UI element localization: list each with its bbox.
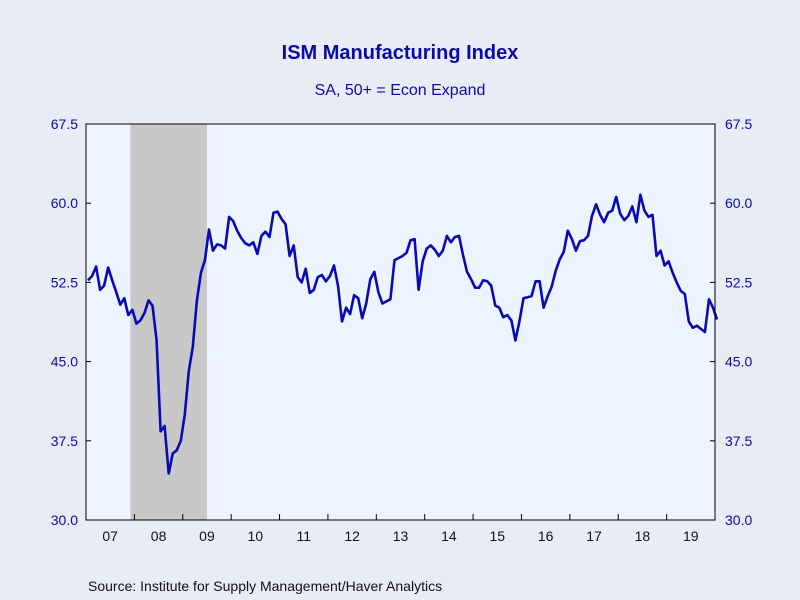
y-tick-label-left: 45.0 [51, 354, 78, 370]
y-tick-label-right: 52.5 [725, 274, 752, 290]
y-tick-label-left: 52.5 [51, 274, 78, 290]
y-axis-right: 30.0 37.5 45.0 52.5 60.0 67.5 [710, 116, 752, 528]
x-tick-label: 11 [296, 528, 311, 544]
plot-frame [85, 123, 716, 521]
x-tick-label: 09 [199, 528, 215, 544]
y-tick-label-left: 60.0 [51, 195, 78, 211]
x-tick-label: 17 [586, 528, 602, 544]
y-tick-label-left: 67.5 [51, 116, 78, 132]
y-tick-label-right: 67.5 [725, 116, 752, 132]
x-tick-label: 16 [538, 528, 554, 544]
chart-subtitle: SA, 50+ = Econ Expand [315, 82, 486, 99]
series-line [87, 193, 719, 475]
y-tick-label-left: 30.0 [51, 512, 78, 528]
y-tick-label-right: 37.5 [725, 433, 752, 449]
x-tick-label: 18 [635, 528, 651, 544]
x-tick-label: 07 [102, 528, 118, 544]
x-axis: 07 08 09 10 11 12 13 14 15 16 17 18 19 [85, 514, 716, 544]
x-tick-label: 14 [441, 528, 457, 544]
x-tick-label: 08 [151, 528, 167, 544]
y-tick-label-right: 45.0 [725, 354, 752, 370]
y-tick-label-right: 30.0 [725, 512, 752, 528]
y-tick-label-right: 60.0 [725, 195, 752, 211]
x-tick-label: 12 [344, 528, 360, 544]
chart-title: ISM Manufacturing Index [282, 42, 519, 64]
y-axis-left: 30.0 37.5 45.0 52.5 60.0 67.5 [51, 116, 91, 528]
y-tick-label-left: 37.5 [51, 433, 78, 449]
x-tick-label: 13 [393, 528, 409, 544]
source-note: Source: Institute for Supply Management/… [88, 578, 442, 594]
x-tick-label: 10 [248, 528, 264, 544]
x-tick-label: 15 [489, 528, 505, 544]
x-tick-label: 19 [683, 528, 699, 544]
